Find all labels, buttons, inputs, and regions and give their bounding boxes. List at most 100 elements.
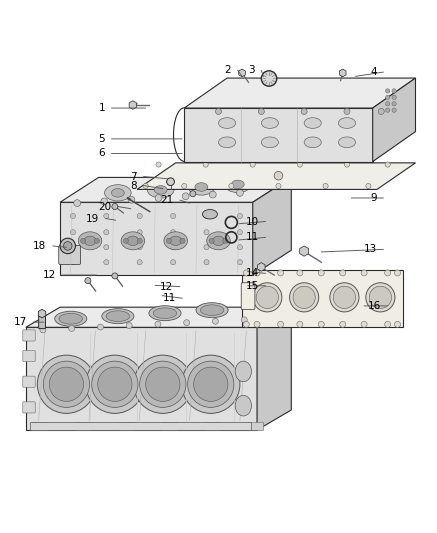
Ellipse shape [111, 189, 124, 197]
Circle shape [237, 213, 243, 219]
Text: 11: 11 [163, 293, 176, 303]
Circle shape [340, 270, 346, 276]
Polygon shape [26, 307, 291, 327]
Ellipse shape [293, 286, 315, 309]
Circle shape [297, 321, 303, 327]
Ellipse shape [153, 308, 177, 319]
Bar [119, 422, 134, 430]
Circle shape [250, 162, 255, 167]
Ellipse shape [149, 306, 181, 321]
Circle shape [166, 178, 174, 185]
Circle shape [137, 260, 142, 265]
Circle shape [184, 320, 190, 326]
Bar [32, 422, 47, 430]
Polygon shape [242, 270, 402, 327]
Circle shape [70, 230, 76, 235]
Text: 16: 16 [368, 301, 381, 311]
Circle shape [101, 198, 108, 205]
Ellipse shape [55, 311, 87, 326]
Polygon shape [30, 422, 251, 430]
Circle shape [243, 270, 250, 276]
Circle shape [128, 196, 135, 203]
Circle shape [297, 162, 302, 167]
Circle shape [166, 238, 171, 244]
Ellipse shape [366, 283, 395, 312]
Circle shape [385, 102, 390, 106]
Circle shape [137, 213, 142, 219]
Circle shape [392, 95, 396, 100]
Circle shape [318, 270, 324, 276]
Circle shape [182, 193, 189, 200]
Bar [162, 422, 177, 430]
Bar [205, 422, 220, 430]
Circle shape [395, 270, 400, 276]
Circle shape [223, 238, 228, 244]
Circle shape [137, 238, 142, 244]
Circle shape [37, 355, 96, 414]
Text: 12: 12 [160, 281, 173, 292]
Circle shape [49, 367, 83, 401]
Ellipse shape [196, 303, 228, 318]
Text: 21: 21 [160, 195, 173, 205]
Circle shape [80, 238, 86, 244]
Circle shape [261, 71, 277, 86]
Circle shape [361, 270, 367, 276]
Circle shape [204, 230, 209, 235]
Circle shape [60, 238, 76, 254]
Polygon shape [257, 307, 291, 430]
Circle shape [229, 183, 234, 189]
Ellipse shape [127, 236, 139, 246]
Polygon shape [373, 78, 416, 161]
Text: 9: 9 [370, 193, 377, 203]
Circle shape [140, 361, 186, 407]
Circle shape [182, 355, 240, 414]
Circle shape [236, 189, 243, 196]
Circle shape [104, 230, 109, 235]
Ellipse shape [164, 232, 187, 250]
Ellipse shape [304, 118, 321, 128]
Text: 2: 2 [225, 66, 231, 75]
Circle shape [155, 321, 161, 327]
Ellipse shape [231, 180, 244, 189]
Ellipse shape [333, 286, 356, 309]
Ellipse shape [84, 236, 96, 246]
Ellipse shape [170, 236, 182, 246]
FancyBboxPatch shape [23, 402, 35, 413]
Polygon shape [184, 78, 416, 108]
Ellipse shape [102, 309, 134, 324]
Ellipse shape [202, 209, 218, 219]
Circle shape [92, 361, 138, 407]
Circle shape [143, 183, 148, 189]
Circle shape [378, 109, 384, 115]
Circle shape [258, 109, 264, 115]
Circle shape [126, 322, 132, 328]
Circle shape [104, 213, 109, 219]
Ellipse shape [290, 283, 319, 312]
Circle shape [215, 109, 222, 115]
Polygon shape [26, 327, 257, 430]
Circle shape [63, 241, 72, 250]
Circle shape [385, 95, 390, 100]
Circle shape [170, 213, 176, 219]
Circle shape [70, 245, 76, 250]
Text: 8: 8 [131, 181, 137, 191]
Ellipse shape [261, 118, 278, 128]
Ellipse shape [200, 305, 224, 316]
Circle shape [112, 273, 118, 279]
Ellipse shape [188, 179, 215, 195]
Circle shape [385, 108, 390, 112]
Text: 14: 14 [246, 268, 259, 278]
Circle shape [392, 102, 396, 106]
Text: 11: 11 [246, 232, 259, 243]
Circle shape [98, 367, 132, 401]
Text: 12: 12 [42, 270, 56, 280]
Circle shape [237, 245, 243, 250]
Text: 4: 4 [370, 67, 377, 77]
Ellipse shape [121, 232, 145, 250]
Ellipse shape [147, 182, 174, 198]
Circle shape [156, 162, 161, 167]
Circle shape [277, 270, 284, 276]
Circle shape [97, 324, 104, 330]
Circle shape [301, 109, 307, 115]
Text: 18: 18 [33, 241, 46, 251]
